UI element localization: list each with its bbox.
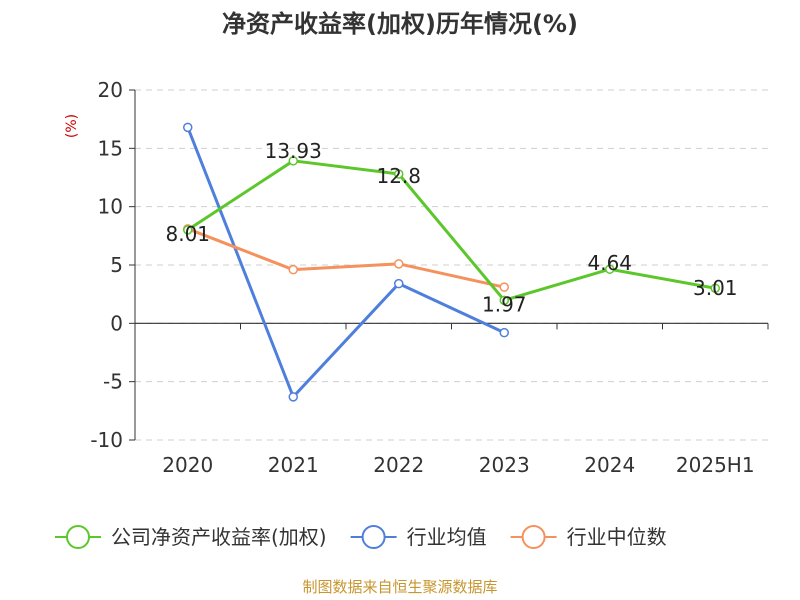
legend-item-2: 行业中位数 [510,525,667,549]
x-tick-label: 2020 [162,453,213,477]
x-tick-labels: 2020 2021 2022 2023 2024 2025H1 [162,453,754,477]
grid-lines [135,89,768,441]
series-line [187,227,505,289]
data-point [288,264,298,275]
data-label: 1.97 [482,292,527,316]
legend-label: 公司净资产收益率(加权) [111,525,327,549]
data-point [499,295,509,306]
series-2 [183,224,509,292]
x-tick-label: 2023 [479,453,530,477]
legend-label: 行业均值 [407,525,487,549]
chart-title: 净资产收益率(加权)历年情况(%) [222,10,578,38]
series-0 [183,156,720,306]
legend-marker [361,525,386,549]
data-point [605,264,615,274]
legend-label: 行业中位数 [567,525,667,549]
y-tick-label: 15 [98,136,123,160]
x-tick-label: 2025H1 [676,453,755,477]
y-tick-label: -5 [103,370,123,394]
legend: 公司净资产收益率(加权) 行业均值 行业中位数 [55,525,667,549]
series-line [186,159,716,302]
y-tick-labels: 20 15 10 5 0 -5 -10 [90,78,123,452]
y-tick-label: 5 [110,253,123,277]
data-label: 12.8 [376,164,421,188]
data-point [499,282,509,292]
data-point [394,169,404,179]
legend-marker [66,525,90,549]
y-tick-label: 0 [110,311,123,335]
data-label: 13.93 [265,139,322,163]
data-point [183,225,193,235]
legend-item-0: 公司净资产收益率(加权) [55,525,327,549]
source-note: 制图数据来自恒生聚源数据库 [302,578,497,596]
series-lines: 8.01 13.93 12.8 1.97 4.64 3.01 [165,122,738,402]
data-point [710,283,720,293]
y-tick-label: 20 [98,78,123,102]
y-tick-label: 10 [98,195,123,219]
x-tick-label: 2022 [373,453,424,477]
series-1 [183,122,509,402]
data-point [183,122,193,133]
data-point [288,392,298,402]
x-tick-label: 2024 [584,453,635,477]
y-tick-label: -10 [90,428,123,452]
y-axis-unit: (%) [64,114,80,138]
data-point [394,278,404,289]
legend-marker [521,525,546,549]
x-tick-label: 2021 [268,453,319,477]
data-label: 3.01 [693,276,738,300]
data-label: 4.64 [587,251,632,275]
data-point [288,156,298,166]
axes [129,89,769,441]
data-point [394,259,404,269]
legend-item-1: 行业均值 [350,525,487,549]
data-point [499,327,509,338]
data-label: 8.01 [165,222,210,246]
series-line [186,126,505,399]
